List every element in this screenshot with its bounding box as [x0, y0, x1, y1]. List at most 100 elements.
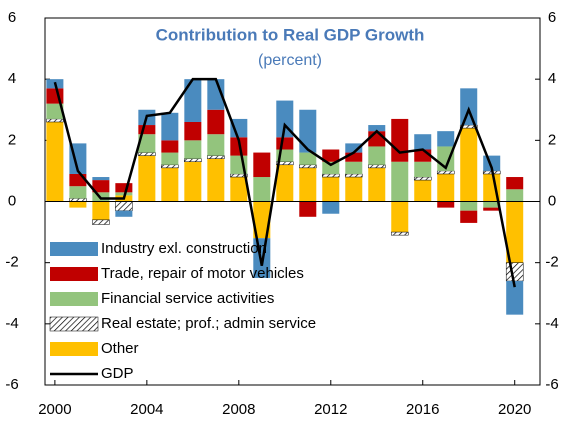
bar-segment — [368, 146, 386, 165]
chart-title: Contribution to Real GDP Growth — [156, 25, 425, 44]
bar-segment — [184, 121, 202, 141]
bar-segment — [138, 125, 156, 135]
y2-tick-label: 0 — [548, 192, 556, 209]
bar-segment — [368, 131, 386, 147]
bar-segment — [207, 79, 225, 110]
bar-segment — [322, 161, 340, 174]
bar-segment — [253, 177, 271, 202]
bar-segment — [299, 201, 317, 217]
legend-label: Trade, repair of motor vehicles — [101, 265, 304, 282]
bar-segment — [345, 152, 363, 162]
bar-segment — [184, 140, 202, 159]
bar-segment — [138, 152, 156, 156]
bar-segment — [322, 201, 340, 214]
bar-segment — [207, 109, 225, 135]
x-tick-label: 2012 — [314, 401, 347, 418]
bar-segment — [506, 201, 524, 263]
legend-swatch — [50, 292, 98, 306]
bar-segment — [368, 167, 386, 202]
legend-swatch — [50, 342, 98, 356]
bar-segment — [276, 164, 294, 202]
bar-segment — [138, 134, 156, 153]
gdp-line — [53, 77, 516, 288]
bar-segment — [161, 164, 179, 169]
legend-label: Financial service activities — [101, 290, 274, 307]
y2-tick-label: 4 — [548, 70, 556, 87]
bar-segment — [161, 152, 179, 165]
bar-segment — [460, 128, 478, 202]
bar-segment — [207, 158, 225, 202]
bar-segment — [92, 219, 110, 225]
bar-segment — [437, 131, 455, 147]
bar-segment — [299, 164, 317, 169]
y2-tick-label: -4 — [545, 315, 558, 332]
bar-segment — [505, 262, 524, 282]
legend-swatch — [50, 242, 98, 256]
bar-segment — [322, 173, 340, 178]
bar-segment — [92, 201, 110, 220]
x-tick-label: 2016 — [406, 401, 439, 418]
bar-segment — [115, 183, 133, 193]
chart-subtitle: (percent) — [258, 52, 322, 69]
bar-segment — [230, 177, 248, 202]
bar-segment — [437, 201, 455, 208]
y2-tick-label: 2 — [548, 131, 556, 148]
y-tick-label: -4 — [5, 315, 18, 332]
bar-segment — [391, 118, 409, 162]
bar-segment — [368, 164, 386, 169]
x-tick-label: 2020 — [498, 401, 531, 418]
y-tick-label: -6 — [5, 376, 18, 393]
bar-segment — [368, 125, 386, 132]
bar-segment — [345, 173, 363, 178]
bar-segment — [115, 201, 133, 211]
bar-segment — [414, 180, 432, 202]
bar-segment — [414, 161, 432, 178]
bar-segment — [391, 161, 409, 202]
bar-segment — [230, 118, 248, 138]
bar-segment — [437, 173, 455, 202]
bar-segment — [184, 79, 202, 122]
y2-tick-label: -6 — [545, 376, 558, 393]
bar-segment — [299, 109, 317, 153]
y-tick-label: -2 — [5, 254, 18, 271]
bar-segment — [161, 140, 179, 153]
bar-segment — [506, 177, 524, 190]
y-tick-label: 4 — [8, 70, 16, 87]
bar-segment — [460, 201, 478, 211]
bar-segment — [69, 173, 87, 187]
x-tick-label: 2000 — [38, 401, 71, 418]
bar-segment — [414, 134, 432, 150]
bar-segment — [46, 118, 64, 123]
bar-segment — [299, 167, 317, 202]
bar-segment — [46, 121, 64, 202]
bar-segment — [345, 177, 363, 202]
plot-frame — [44, 17, 541, 386]
bar-segment — [506, 281, 524, 315]
bar-segment — [390, 231, 409, 236]
bar-segment — [184, 161, 202, 202]
bar-segment — [138, 155, 156, 202]
legend-swatch — [49, 316, 99, 332]
bar-segment — [483, 207, 501, 211]
bar-segment — [413, 176, 432, 181]
plot-area: -6 -4 -2 0 2 4 6 -6 -4 -2 0 2 4 6 2000 2004 2008 2012 2016… — [5, 9, 558, 418]
bar-segment — [345, 161, 363, 174]
bar-segment — [299, 152, 317, 165]
y-tick-label: 0 — [8, 192, 16, 209]
bar-segment — [207, 134, 225, 156]
bar-segment — [460, 210, 478, 223]
legend-label: Real estate; prof.; admin service — [101, 315, 316, 332]
y-tick-label: 2 — [8, 131, 16, 148]
y-tick-label: 6 — [8, 9, 16, 26]
bar-segment — [322, 149, 340, 162]
bar-segment — [391, 201, 409, 233]
bar-segment — [506, 189, 524, 202]
bar-segment — [276, 137, 294, 150]
bar-segment — [69, 201, 87, 208]
y2-tick-label: 6 — [548, 9, 556, 26]
bar-segment — [253, 152, 271, 178]
y2-tick-label: -2 — [545, 254, 558, 271]
bar-segment — [345, 143, 363, 153]
